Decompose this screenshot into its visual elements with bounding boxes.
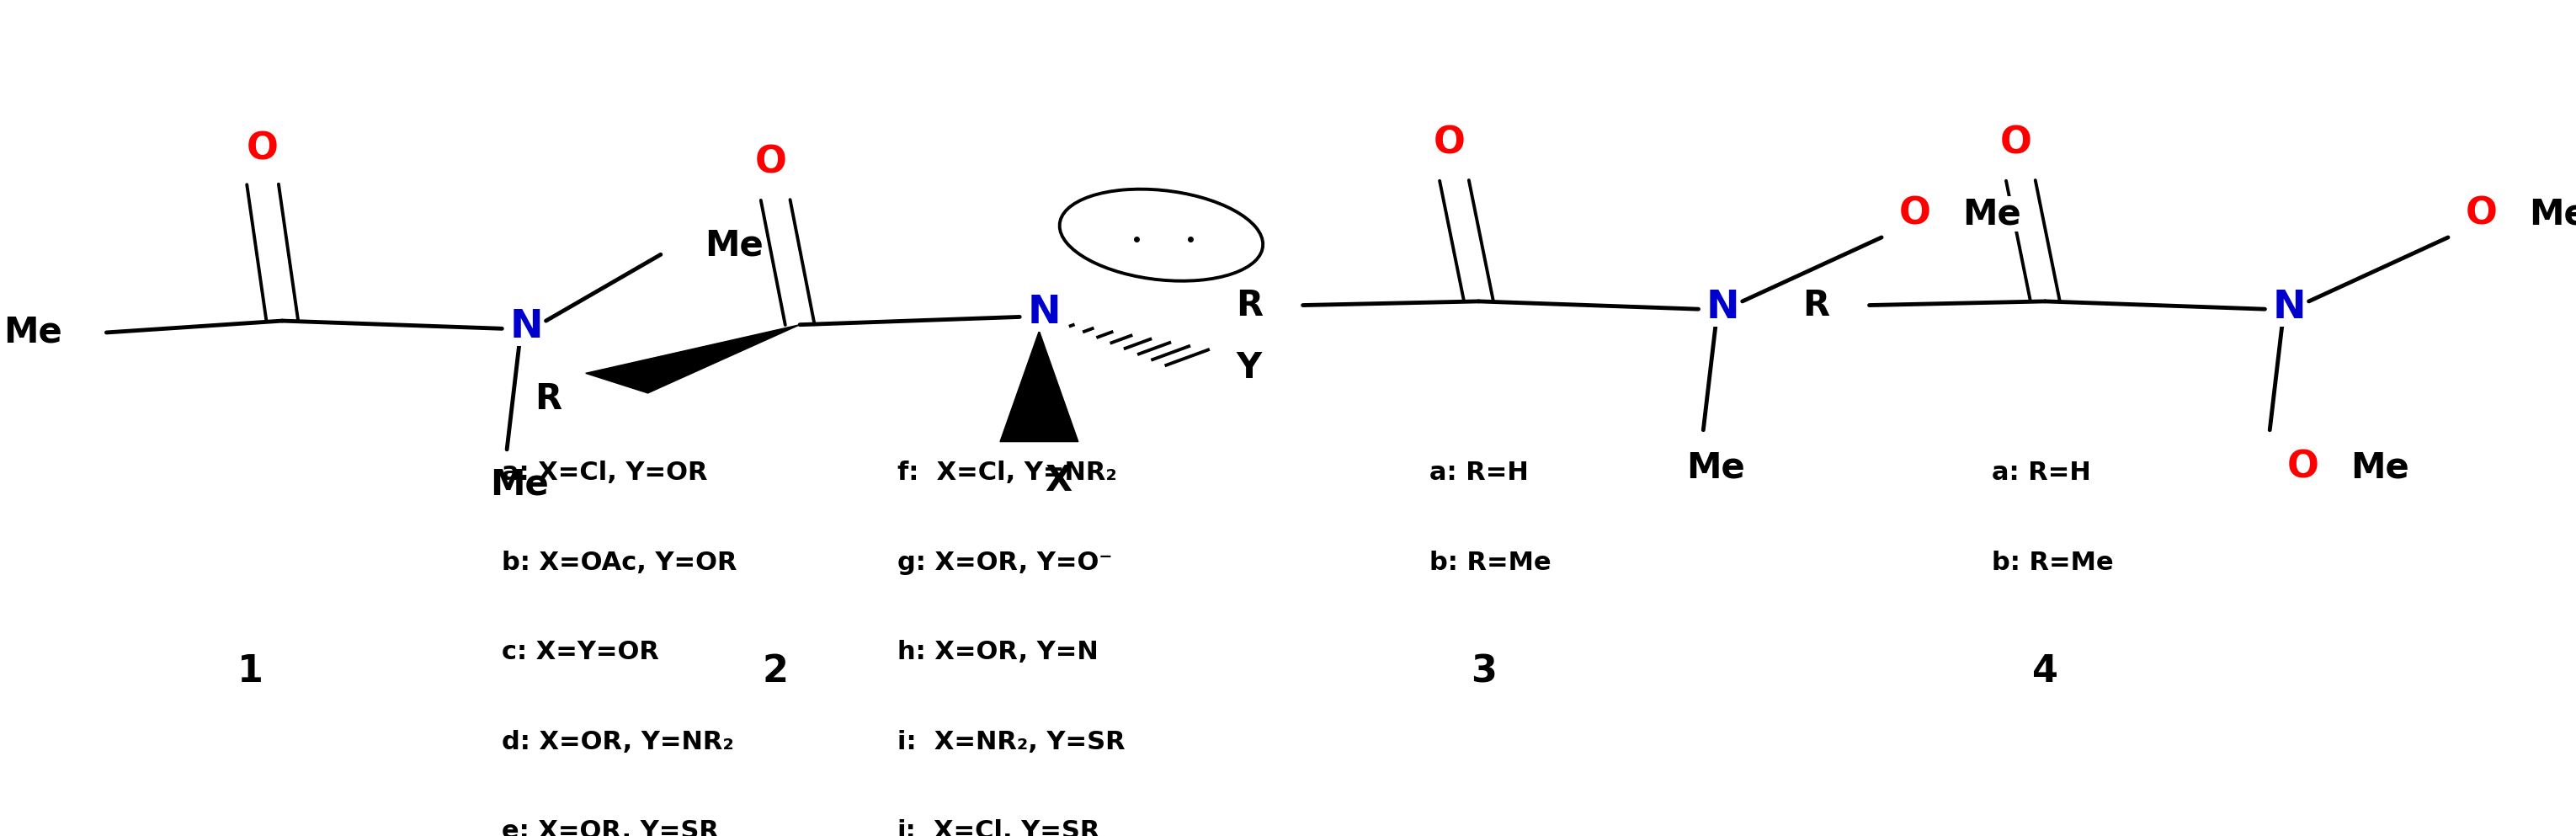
Text: Me: Me <box>2530 196 2576 232</box>
Text: Me: Me <box>1687 450 1744 485</box>
Text: h: X=OR, Y=N: h: X=OR, Y=N <box>896 640 1097 665</box>
Text: R: R <box>1803 288 1829 323</box>
Text: N: N <box>510 308 544 346</box>
Text: 3: 3 <box>1471 654 1497 690</box>
Text: b: X=OAc, Y=OR: b: X=OAc, Y=OR <box>502 550 737 574</box>
Text: d: X=OR, Y=NR₂: d: X=OR, Y=NR₂ <box>502 730 734 754</box>
Text: 1: 1 <box>237 654 263 690</box>
Text: O: O <box>2287 449 2318 486</box>
Text: O: O <box>755 145 786 181</box>
Text: f:  X=Cl, Y=NR₂: f: X=Cl, Y=NR₂ <box>896 461 1118 485</box>
Polygon shape <box>999 331 1079 441</box>
Text: R: R <box>536 381 562 416</box>
Text: b: R=Me: b: R=Me <box>1430 550 1551 574</box>
Text: Me: Me <box>706 227 762 263</box>
Text: O: O <box>1432 125 1466 161</box>
Text: g: X=OR, Y=O⁻: g: X=OR, Y=O⁻ <box>896 550 1113 574</box>
Text: Y: Y <box>1236 350 1262 385</box>
Text: j:  X=Cl, Y=SR: j: X=Cl, Y=SR <box>896 819 1100 836</box>
Text: Me: Me <box>1963 196 2020 232</box>
Text: N: N <box>1028 294 1061 332</box>
Text: O: O <box>247 131 278 167</box>
Polygon shape <box>585 324 801 393</box>
Text: O: O <box>1999 125 2032 161</box>
Text: Me: Me <box>3 315 62 350</box>
Text: a: R=H: a: R=H <box>1430 461 1530 485</box>
Text: a: R=H: a: R=H <box>1991 461 2092 485</box>
Text: c: X=Y=OR: c: X=Y=OR <box>502 640 659 665</box>
Text: b: R=Me: b: R=Me <box>1991 550 2112 574</box>
Text: e: X=OR, Y=SR: e: X=OR, Y=SR <box>502 819 719 836</box>
Text: N: N <box>1705 288 1739 327</box>
Text: X: X <box>1046 463 1072 498</box>
Text: Me: Me <box>2349 450 2409 485</box>
Text: O: O <box>2465 196 2496 232</box>
Text: O: O <box>1899 196 1929 232</box>
Text: a: X=Cl, Y=OR: a: X=Cl, Y=OR <box>502 461 708 485</box>
Text: i:  X=NR₂, Y=SR: i: X=NR₂, Y=SR <box>896 730 1126 754</box>
Text: 4: 4 <box>2032 654 2058 690</box>
Text: N: N <box>2272 288 2306 327</box>
Text: R: R <box>1236 288 1262 323</box>
Text: 2: 2 <box>762 654 788 690</box>
Text: Me: Me <box>489 466 549 502</box>
